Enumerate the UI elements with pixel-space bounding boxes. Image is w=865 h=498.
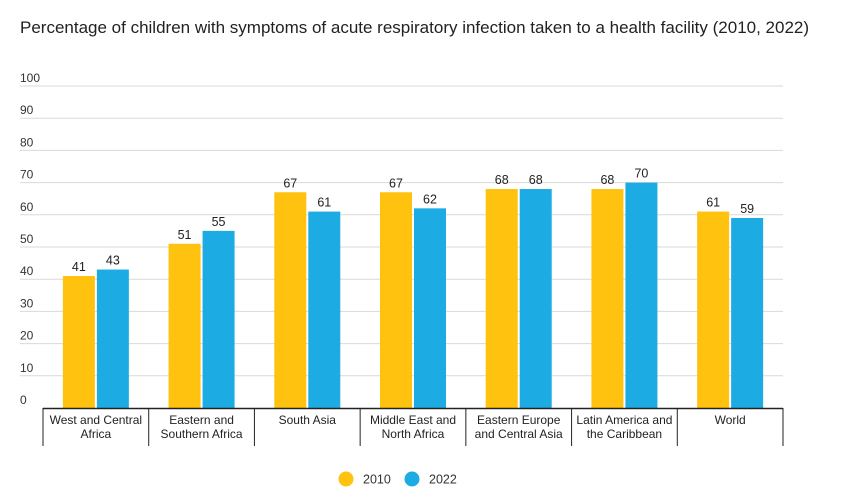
bar-2022	[625, 182, 658, 408]
category-labels: West and Central Africa Eastern and Souther…	[50, 413, 746, 441]
data-label: 62	[423, 192, 437, 206]
data-label: 61	[317, 196, 331, 210]
category-label: Latin America and the Caribbean	[576, 413, 672, 441]
category-label: Eastern Europe and Central Asia	[475, 413, 563, 441]
bar-2022	[731, 218, 764, 408]
bar-2010	[380, 192, 412, 408]
legend-swatch-2010	[338, 471, 354, 487]
data-label: 68	[495, 173, 509, 187]
y-tick-label: 80	[20, 135, 34, 149]
category-label: World	[715, 413, 746, 427]
bar-2010	[591, 189, 624, 408]
bar-2022	[202, 230, 235, 408]
y-tick-label: 90	[20, 103, 34, 117]
y-tick-label: 60	[20, 200, 34, 214]
y-tick-label: 50	[20, 232, 34, 246]
bar-2010	[485, 189, 518, 408]
category-label: Eastern and Southern Africa	[161, 413, 243, 441]
y-tick-label: 70	[20, 168, 34, 182]
data-label: 67	[283, 176, 297, 190]
data-label: 41	[72, 260, 86, 274]
data-label: 51	[178, 228, 192, 242]
bar-2022	[308, 211, 341, 408]
data-label: 70	[634, 167, 648, 181]
data-label: 67	[389, 176, 403, 190]
data-label: 61	[706, 196, 720, 210]
data-label: 43	[106, 254, 120, 268]
y-tick-label: 10	[20, 361, 34, 375]
y-tick-label: 20	[20, 329, 34, 343]
data-label: 59	[740, 202, 754, 216]
bars	[62, 182, 764, 408]
x-axis	[42, 407, 784, 446]
legend: 2010 2022	[338, 471, 457, 487]
data-label: 68	[529, 173, 543, 187]
legend-swatch-2022	[404, 471, 420, 487]
bar-2022	[519, 189, 552, 408]
bar-2010	[62, 275, 95, 408]
data-label: 68	[600, 173, 614, 187]
bar-2010	[274, 192, 307, 408]
data-labels: 41 43 51 55 67 61 67 62 68 68 68 70 61 59	[72, 167, 754, 274]
y-tick-label: 40	[20, 264, 34, 278]
legend-label: 2010	[363, 473, 391, 487]
category-label: West and Central Africa	[50, 413, 143, 441]
data-label: 55	[212, 215, 226, 229]
y-tick-label: 0	[20, 393, 27, 407]
bar-2010	[168, 243, 201, 408]
bar-2022	[96, 269, 129, 408]
category-label: Middle East and North Africa	[370, 413, 456, 441]
category-label: South Asia	[279, 413, 337, 427]
y-tick-label: 100	[20, 71, 40, 85]
legend-label: 2022	[429, 473, 457, 487]
bar-2022	[414, 208, 446, 408]
y-tick-label: 30	[20, 296, 34, 310]
bar-2010	[697, 211, 730, 408]
chart-title: Percentage of children with symptoms of …	[20, 18, 810, 37]
y-axis-ticks: 0 10 20 30 40 50 60 70 80 90 100	[20, 71, 40, 407]
